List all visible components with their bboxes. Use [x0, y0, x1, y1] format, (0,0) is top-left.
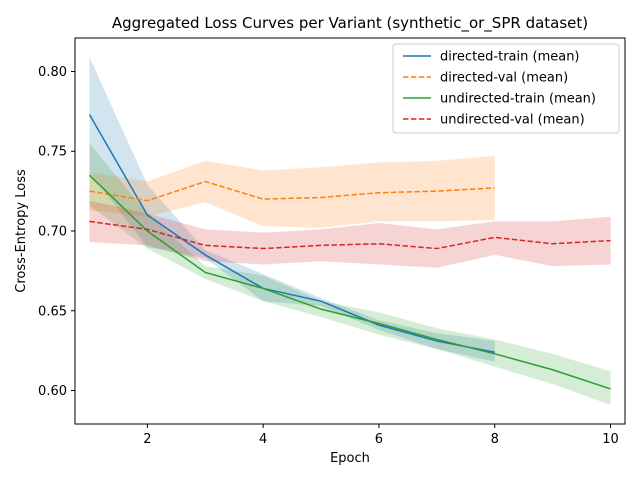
legend-label: undirected-val (mean) [440, 113, 585, 128]
y-tick-label: 0.60 [38, 384, 67, 399]
x-tick-label: 10 [602, 432, 619, 447]
x-tick-label: 2 [143, 432, 151, 447]
series-line-1 [89, 180, 495, 202]
confidence-band-2 [89, 143, 611, 405]
y-tick-label: 0.80 [38, 65, 67, 80]
series-line-2 [88, 174, 611, 390]
x-tick-label: 6 [375, 432, 383, 447]
plot-area [88, 57, 611, 405]
y-tick-label: 0.65 [38, 304, 67, 319]
legend: directed-train (mean) directed-val (mean)… [392, 43, 620, 134]
confidence-band-0 [89, 57, 495, 362]
legend-label: directed-train (mean) [440, 50, 580, 65]
y-tick-label: 0.70 [38, 225, 67, 240]
series-line-0 [88, 114, 495, 353]
legend-label: undirected-train (mean) [440, 92, 596, 107]
legend-label: directed-val (mean) [440, 71, 568, 86]
x-tick-label: 4 [259, 432, 267, 447]
series-line-3 [89, 220, 611, 250]
legend-box [392, 43, 620, 134]
axis-ticks: 2 4 6 8 10 0.60 0.65 0.70 0.75 0.80 [38, 65, 619, 447]
chart-title: Aggregated Loss Curves per Variant (synt… [112, 14, 588, 33]
confidence-band-1 [89, 156, 495, 228]
x-tick-label: 8 [491, 432, 499, 447]
y-tick-label: 0.75 [38, 145, 67, 160]
y-axis-label: Cross-Entropy Loss [14, 169, 29, 293]
x-axis-label: Epoch [330, 451, 370, 466]
confidence-band-3 [89, 200, 611, 268]
